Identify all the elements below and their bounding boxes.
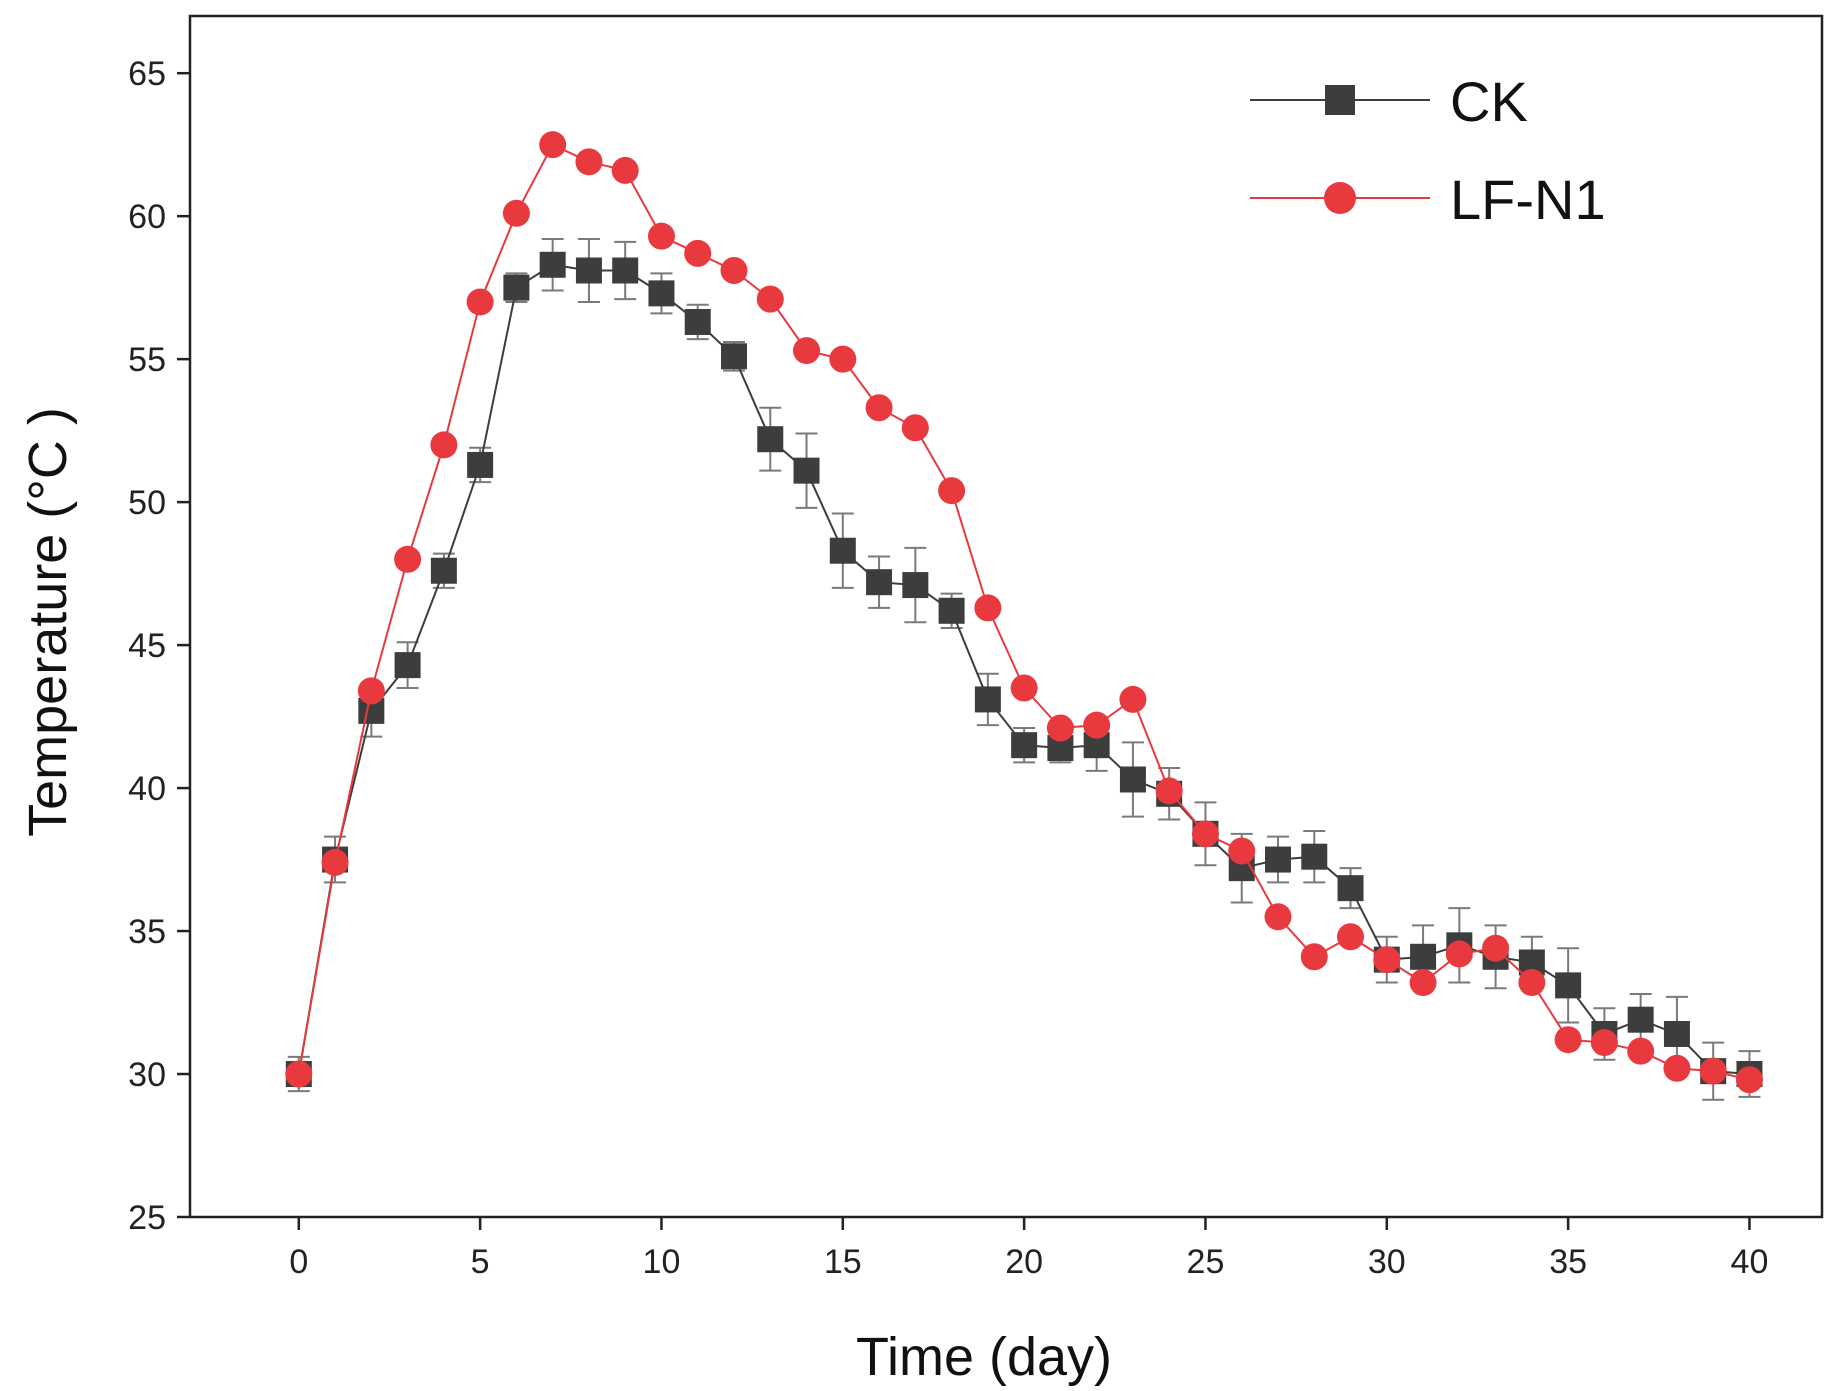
data-point-lf-n1 <box>684 239 712 267</box>
data-point-lf-n1 <box>502 199 530 227</box>
y-tick-label: 60 <box>128 198 166 236</box>
x-tick-label: 35 <box>1549 1243 1587 1281</box>
data-point-lf-n1 <box>1083 711 1111 739</box>
data-point-lf-n1 <box>1663 1054 1691 1082</box>
x-axis-title: Time (day) <box>856 1327 1112 1387</box>
data-point-ck <box>467 451 494 478</box>
x-tick-label: 5 <box>471 1243 490 1281</box>
data-point-ck <box>757 426 784 453</box>
x-tick-label: 20 <box>1005 1243 1043 1281</box>
data-point-ck <box>1410 943 1437 970</box>
data-point-ck <box>1265 846 1291 873</box>
data-point-lf-n1 <box>793 337 821 365</box>
legend-label-ck: CK <box>1450 70 1528 133</box>
data-point-lf-n1 <box>1627 1037 1655 1065</box>
data-point-lf-n1 <box>756 285 784 313</box>
data-point-lf-n1 <box>938 477 966 505</box>
x-tick-label: 10 <box>643 1243 681 1281</box>
data-point-ck <box>866 569 893 596</box>
data-point-ck <box>539 251 566 278</box>
data-point-ck <box>575 257 602 284</box>
data-point-lf-n1 <box>357 677 385 705</box>
data-point-ck <box>1119 766 1146 793</box>
y-axis-title: Temperature (°C ) <box>18 407 78 837</box>
data-point-lf-n1 <box>1554 1026 1582 1054</box>
data-point-lf-n1 <box>1191 820 1219 848</box>
x-tick-label: 40 <box>1731 1243 1769 1281</box>
data-point-lf-n1 <box>1373 946 1401 974</box>
data-point-lf-n1 <box>1300 943 1328 971</box>
plot-frame <box>188 14 1824 1219</box>
data-point-lf-n1 <box>285 1060 313 1088</box>
legend-label-lf-n1: LF-N1 <box>1450 168 1606 231</box>
data-point-ck <box>1627 1006 1654 1033</box>
data-point-lf-n1 <box>974 594 1002 622</box>
data-point-ck <box>430 557 457 584</box>
data-point-lf-n1 <box>1119 685 1147 713</box>
series-ck <box>285 238 1763 1101</box>
data-point-ck <box>503 274 530 301</box>
data-point-ck <box>612 257 639 284</box>
y-tick-label: 45 <box>128 627 166 665</box>
y-tick-label: 65 <box>128 55 166 93</box>
data-point-ck <box>902 572 929 599</box>
data-point-lf-n1 <box>1337 923 1365 951</box>
data-point-ck <box>1555 972 1582 999</box>
data-point-ck <box>1011 732 1038 759</box>
data-point-lf-n1 <box>901 414 929 442</box>
data-point-lf-n1 <box>1264 903 1292 931</box>
data-point-lf-n1 <box>430 431 458 459</box>
data-point-ck <box>938 597 965 624</box>
data-point-ck <box>1337 875 1364 902</box>
data-point-lf-n1 <box>1228 837 1256 865</box>
data-point-lf-n1 <box>829 345 857 373</box>
data-point-lf-n1 <box>1735 1066 1763 1094</box>
data-point-lf-n1 <box>321 848 349 876</box>
data-point-ck <box>721 343 747 370</box>
data-point-lf-n1 <box>1482 934 1510 962</box>
x-tick-label: 15 <box>824 1243 862 1281</box>
data-point-lf-n1 <box>1699 1057 1727 1085</box>
x-tick-label: 25 <box>1187 1243 1225 1281</box>
data-point-lf-n1 <box>720 256 748 284</box>
data-point-lf-n1 <box>1046 714 1074 742</box>
y-tick-label: 50 <box>128 484 166 522</box>
data-point-ck <box>648 280 675 307</box>
data-point-lf-n1 <box>647 222 675 250</box>
data-point-lf-n1 <box>1010 674 1038 702</box>
data-point-lf-n1 <box>1155 777 1183 805</box>
x-tick-label: 30 <box>1368 1243 1406 1281</box>
data-point-lf-n1 <box>865 394 893 422</box>
x-tick-label: 0 <box>289 1243 308 1281</box>
legend: CK LF-N1 <box>1250 70 1606 231</box>
data-point-lf-n1 <box>466 288 494 316</box>
legend-marker-lf-n1 <box>1324 182 1356 214</box>
data-point-ck <box>829 537 856 564</box>
data-point-lf-n1 <box>1518 969 1546 997</box>
data-point-ck <box>1663 1020 1690 1047</box>
data-point-ck <box>1301 843 1328 870</box>
data-point-lf-n1 <box>611 156 639 184</box>
data-point-lf-n1 <box>1590 1029 1618 1057</box>
legend-marker-ck <box>1325 85 1355 115</box>
y-tick-label: 30 <box>128 1056 166 1094</box>
data-point-ck <box>684 308 711 335</box>
y-tick-label: 25 <box>128 1199 166 1237</box>
data-point-lf-n1 <box>1445 940 1473 968</box>
data-point-ck <box>793 457 820 484</box>
data-point-ck <box>394 652 421 679</box>
y-tick-label: 40 <box>128 770 166 808</box>
data-point-lf-n1 <box>575 148 603 176</box>
data-point-lf-n1 <box>394 545 422 573</box>
y-tick-label: 55 <box>128 341 166 379</box>
data-point-lf-n1 <box>539 131 567 159</box>
series-lf-n1 <box>285 131 1763 1094</box>
data-point-lf-n1 <box>1409 969 1437 997</box>
y-tick-label: 35 <box>128 913 166 951</box>
data-point-ck <box>974 686 1001 713</box>
